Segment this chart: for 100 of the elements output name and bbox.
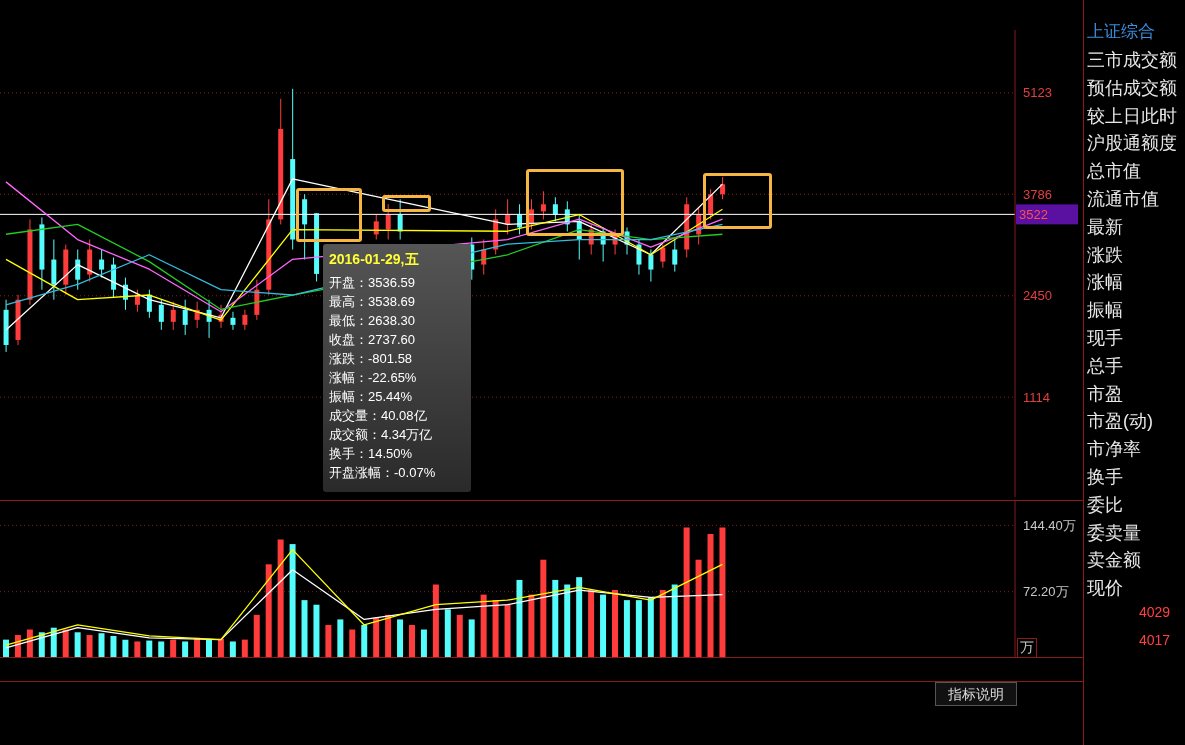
y-axis-title: 万 [1017,638,1037,658]
annotation: 开盘：3536.59 [329,274,416,292]
bar [110,635,117,658]
bar [576,577,583,658]
bar [397,619,404,658]
annotation: 开盘涨幅：-0.07% [329,464,437,482]
text: 委比 [1087,493,1123,517]
bar [432,584,439,658]
bar [588,590,595,658]
text: 指标说明 [935,682,1017,706]
bar [468,619,475,658]
bar [516,579,523,658]
text: 三市成交额 [1087,49,1177,72]
text: 上证综合 [1087,21,1155,43]
bar [205,639,212,658]
bar [349,629,356,658]
text: 市盈(动) [1087,410,1153,434]
bar [229,641,236,658]
y-tick-label: 5123 [1023,85,1052,101]
bar [492,600,499,658]
candlestick [373,213,379,240]
bar [444,609,451,658]
bar [719,527,726,658]
bar [552,579,559,658]
bar [146,640,153,658]
text: 总市值 [1087,160,1141,184]
bar [408,624,415,658]
bar [528,594,535,658]
bar [480,594,487,658]
text: 沪股通额度 [1087,132,1177,156]
text: 较上日此时 [1087,104,1177,128]
bar [337,619,344,658]
bar [671,584,678,658]
annotation: 涨跌：-801.58 [329,350,414,368]
bar [456,614,463,658]
bar [289,544,296,658]
bar [265,564,272,658]
bar [301,600,308,658]
text: 涨幅 [1087,271,1123,295]
bar [683,527,690,658]
bar [98,633,105,658]
y-tick-label: 144.40万 [1023,517,1076,533]
annotation: 换手：14.50% [329,445,414,463]
candlestick [385,203,391,240]
annotation: 振幅：25.44% [329,388,414,406]
bar [540,559,547,658]
y-tick-label: 2450 [1023,288,1052,304]
bar [217,638,224,658]
bar [600,594,607,658]
bar [611,590,618,658]
bar [325,624,332,658]
text: 4029 [1139,604,1171,620]
line-series [5,548,724,646]
text: 流通市值 [1087,188,1159,211]
bar [86,635,93,658]
annotation: 收盘：2737.60 [329,331,416,349]
annotation: 最高：3538.69 [329,293,416,311]
candlestick [540,190,546,220]
text: 现手 [1087,327,1123,350]
candlestick [158,299,164,331]
candlestick [170,301,176,331]
bar [253,614,260,658]
annotation: 成交额：4.34万亿 [329,426,434,444]
candlestick [660,244,666,269]
candlestick [242,309,248,331]
text: 卖金额 [1087,549,1141,573]
bar [647,597,654,658]
text: 涨跌 [1087,243,1123,267]
y-tick-label: 3786 [1023,186,1052,202]
bar [313,604,320,658]
bar [504,604,511,658]
text: 振幅 [1087,299,1123,323]
bar [623,600,630,658]
text: 市盈 [1087,382,1123,406]
annotation: 最低：2638.30 [329,312,416,330]
annotation: 成交量：40.08亿 [329,407,428,425]
candlestick [720,176,726,200]
candlestick [552,196,558,222]
bar [373,617,380,658]
text: 委卖量 [1087,521,1141,545]
bar [564,584,571,658]
bar [241,639,248,658]
text: 总手 [1087,354,1123,378]
bar [635,600,642,658]
text: 现价 [1087,577,1123,601]
text: 换手 [1087,466,1123,489]
text: 4017 [1139,631,1171,648]
bar [659,590,666,658]
annotation: 涨幅：-22.65% [329,369,418,387]
annotation: 2016-01-29,五 [329,250,420,269]
bar [277,539,284,658]
bar [74,632,81,658]
bar [158,641,165,658]
bar [361,624,368,658]
bar [707,533,714,658]
bar [170,639,177,658]
y-tick-label: 1114 [1023,389,1050,405]
y-tick-label: 72.20万 [1023,584,1069,600]
ref-line-label: 3522 [1019,207,1048,223]
candlestick [75,249,81,291]
